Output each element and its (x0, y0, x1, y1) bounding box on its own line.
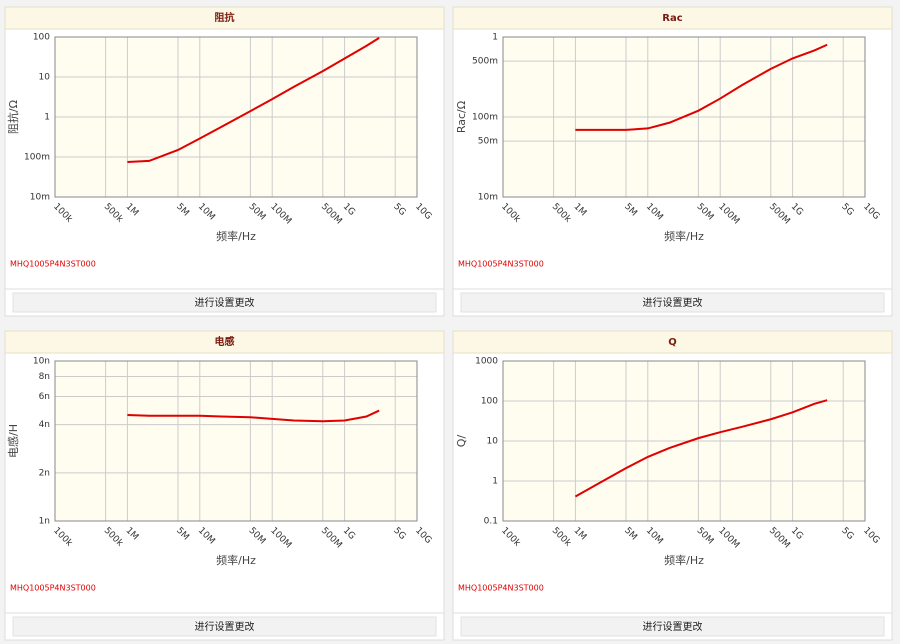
y-axis-label: 电感/H (7, 424, 20, 458)
panel-header (452, 6, 893, 30)
x-axis-label: 频率/Hz (216, 229, 256, 243)
y-tick-label: 100 (33, 33, 50, 43)
panel-title: Rac (662, 13, 682, 24)
panel-title: Q (668, 337, 677, 348)
y-tick-label: 100 (481, 397, 498, 407)
y-tick-label: 1 (492, 33, 498, 43)
settings-button[interactable] (12, 292, 437, 313)
part-number: MHQ1005P4N3ST000 (458, 584, 544, 593)
y-axis-label: 阻抗/Ω (6, 100, 20, 134)
settings-button-label[interactable]: 进行设置更改 (195, 620, 255, 633)
y-axis-label: Rac/Ω (455, 101, 468, 133)
data-line (574, 399, 828, 498)
y-tick-label: 1 (44, 113, 50, 123)
y-tick-label: 10n (33, 357, 50, 367)
y-tick-label: 100m (24, 153, 50, 163)
settings-button-label[interactable]: 进行设置更改 (643, 620, 703, 633)
settings-button[interactable] (12, 616, 437, 637)
panel-header (452, 330, 893, 354)
data-line (127, 409, 380, 423)
panel-header (4, 330, 445, 354)
plot-area (55, 361, 417, 521)
x-axis-label: 频率/Hz (664, 229, 704, 243)
y-tick-label: 6n (39, 392, 50, 402)
y-tick-label: 2n (39, 468, 50, 478)
y-tick-label: 10 (487, 437, 499, 447)
settings-button-label[interactable]: 进行设置更改 (195, 296, 255, 309)
y-tick-label: 1n (39, 517, 50, 527)
plot-frame (502, 360, 866, 522)
panel-title: 电感 (215, 335, 235, 348)
part-number: MHQ1005P4N3ST000 (458, 260, 544, 269)
data-line (575, 43, 828, 131)
y-tick-label: 0.1 (484, 517, 498, 527)
x-axis-label: 频率/Hz (216, 553, 256, 567)
y-tick-label: 1000 (475, 357, 498, 367)
part-number: MHQ1005P4N3ST000 (10, 584, 96, 593)
data-line (127, 37, 380, 163)
part-number: MHQ1005P4N3ST000 (10, 260, 96, 269)
y-tick-label: 8n (39, 372, 50, 382)
y-axis-label: Q/ (455, 435, 468, 448)
panel-header (4, 6, 445, 30)
y-tick-label: 500m (472, 57, 498, 67)
plot-frame (54, 360, 418, 522)
y-tick-label: 4n (39, 420, 50, 430)
plot-frame (502, 36, 866, 198)
y-tick-label: 10 (39, 73, 51, 83)
x-axis-label: 频率/Hz (664, 553, 704, 567)
y-tick-label: 50m (478, 137, 498, 147)
y-tick-label: 1 (492, 477, 498, 487)
y-tick-label: 100m (472, 113, 498, 123)
settings-button-label[interactable]: 进行设置更改 (643, 296, 703, 309)
settings-button[interactable] (460, 292, 885, 313)
y-tick-label: 10m (478, 193, 498, 203)
panel-title: 阻抗 (215, 11, 235, 24)
y-tick-label: 10m (30, 193, 50, 203)
plot-frame (54, 36, 418, 198)
settings-button[interactable] (460, 616, 885, 637)
